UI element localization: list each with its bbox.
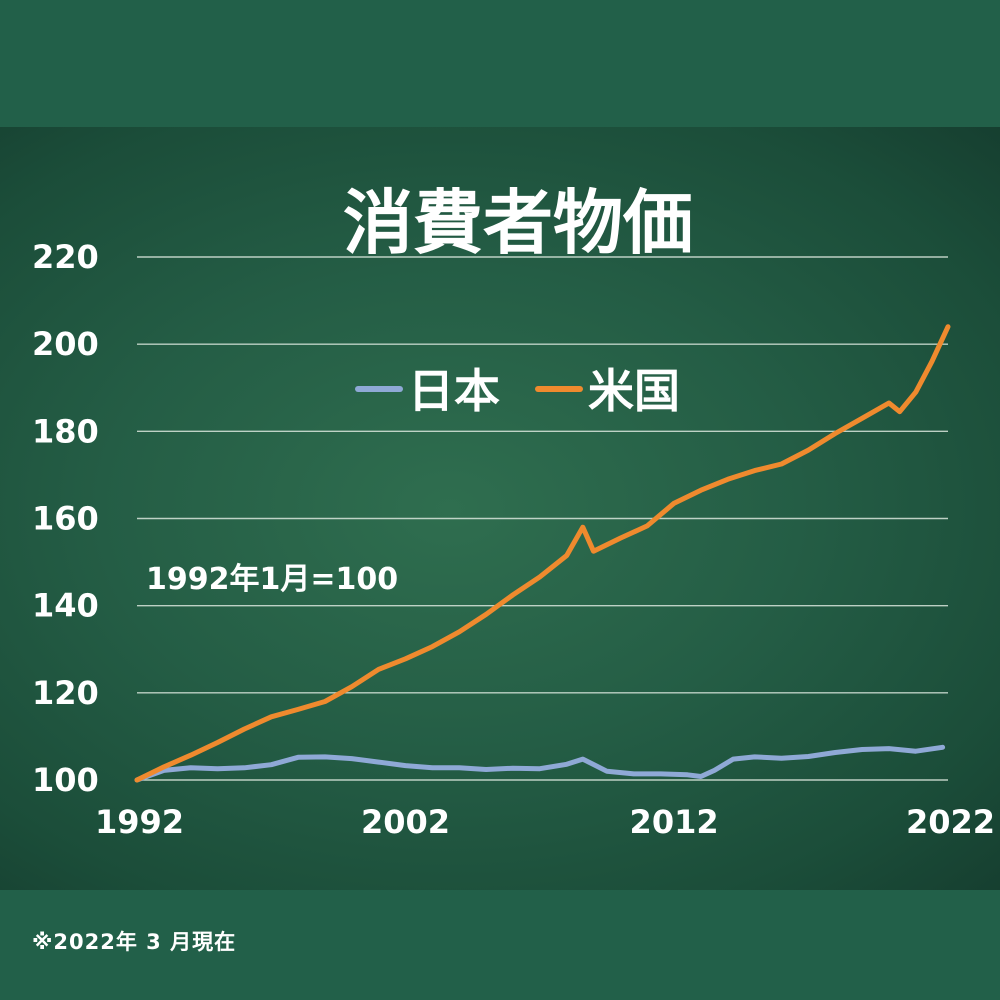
legend: 日本 米国 xyxy=(355,364,680,418)
x-tick-label: 2012 xyxy=(630,803,719,841)
x-tick-labels: 1992 2002 2012 2022 xyxy=(95,803,995,841)
y-tick-label: 120 xyxy=(32,674,99,712)
cpi-chart: 100 120 140 160 180 200 220 1992 2002 2012 2022 消… xyxy=(32,182,995,841)
x-tick-label: 2002 xyxy=(361,803,450,841)
y-tick-labels: 100 120 140 160 180 200 220 xyxy=(32,238,99,799)
legend-label: 米国 xyxy=(588,364,680,418)
y-tick-label: 100 xyxy=(32,761,99,799)
series-line-usa xyxy=(134,324,951,783)
chart-title: 消費者物価 xyxy=(343,182,693,264)
base-annotation: 1992年1月=100 xyxy=(146,562,398,597)
chalkboard: 100 120 140 160 180 200 220 1992 2002 2012 2022 消… xyxy=(0,127,1000,890)
y-tick-label: 160 xyxy=(32,500,99,538)
series-lines xyxy=(134,324,951,783)
series-line-japan xyxy=(134,744,946,783)
x-tick-label: 2022 xyxy=(906,803,995,841)
grid-lines xyxy=(137,256,948,781)
y-tick-label: 200 xyxy=(32,325,99,363)
y-tick-label: 180 xyxy=(32,412,99,450)
x-tick-label: 1992 xyxy=(95,803,184,841)
y-tick-label: 220 xyxy=(32,238,99,276)
y-tick-label: 140 xyxy=(32,587,99,625)
footnote: ※2022年 3 月現在 xyxy=(32,930,237,954)
legend-label: 日本 xyxy=(408,364,500,418)
